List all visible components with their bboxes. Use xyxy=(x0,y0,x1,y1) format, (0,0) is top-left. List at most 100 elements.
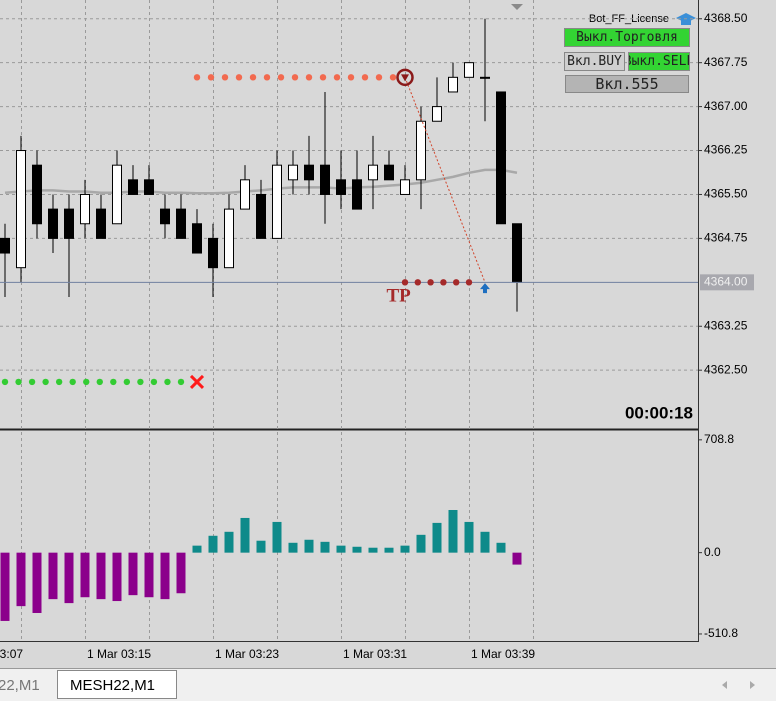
scroll-left[interactable] xyxy=(722,681,727,689)
x-tick-label: 1 Mar 03:15 xyxy=(87,647,151,661)
level-dot xyxy=(427,279,434,286)
sell-arrow xyxy=(401,74,409,82)
histogram-bar xyxy=(496,542,506,553)
y-tick-label: 4363.25 xyxy=(704,318,748,332)
buy-toggle[interactable]: Вкл.BUY xyxy=(564,52,625,71)
candle-body xyxy=(368,164,378,181)
level-dot xyxy=(453,279,460,286)
tab[interactable]: 22,M1 xyxy=(0,676,40,694)
histogram-bar xyxy=(336,545,346,553)
y-tick-label: 4362.50 xyxy=(704,362,748,376)
candle-body xyxy=(0,237,10,254)
level-dot xyxy=(319,74,327,81)
license-icon xyxy=(676,13,696,25)
level-dot xyxy=(83,378,90,386)
histogram-bar xyxy=(240,517,250,553)
candle-body xyxy=(176,208,186,239)
y-tick-label: 4367.00 xyxy=(704,99,748,113)
candle-body xyxy=(416,120,426,181)
histogram-bar xyxy=(176,552,186,594)
histogram-bar xyxy=(512,552,522,565)
candle-body xyxy=(512,223,522,283)
button-label: Выкл.Торговля xyxy=(576,30,678,45)
sell-toggle[interactable]: Выкл.SELL xyxy=(628,52,690,71)
candle-body xyxy=(384,164,394,181)
histogram-bar xyxy=(112,552,122,602)
histogram-bar xyxy=(80,552,90,598)
candle-body xyxy=(288,164,298,181)
histogram-bar xyxy=(384,547,394,553)
active-tab[interactable] xyxy=(57,670,177,699)
histogram-bar xyxy=(144,552,154,598)
level-dot xyxy=(1,378,9,386)
candle-body xyxy=(352,179,362,210)
y-tick-label: 4366.25 xyxy=(704,143,748,157)
level-dot xyxy=(110,378,117,386)
candle-body xyxy=(192,223,202,254)
trade-toggle[interactable]: Выкл.Торговля xyxy=(564,28,690,47)
candle-body xyxy=(480,76,490,79)
level-dot xyxy=(263,74,271,81)
cross-signal xyxy=(189,374,205,389)
histogram-bar xyxy=(16,552,26,607)
histogram-bar xyxy=(208,535,218,553)
button-label: Выкл.SELL xyxy=(629,54,689,69)
candle-body xyxy=(48,208,58,239)
scroll-right[interactable] xyxy=(750,681,755,689)
y-tick-label: 4367.75 xyxy=(704,55,748,69)
toggle-555[interactable]: Вкл.555 xyxy=(565,75,689,93)
histogram-bar xyxy=(160,552,170,600)
y-tick-label: 4364.75 xyxy=(704,231,748,245)
histogram-bar xyxy=(192,545,202,553)
tab[interactable]: MESH22,M1 xyxy=(70,676,156,694)
candle-body xyxy=(400,179,410,195)
level-dot xyxy=(440,279,447,286)
level-dot xyxy=(42,378,49,386)
level-dot xyxy=(414,279,421,286)
histogram-bar xyxy=(432,522,442,553)
x-tick-label: 1 Mar 03:23 xyxy=(215,647,279,661)
level-dot xyxy=(347,74,355,81)
level-dot xyxy=(137,378,144,386)
candle-body xyxy=(64,208,74,239)
level-dot xyxy=(375,74,383,81)
histogram-bar xyxy=(48,552,58,600)
license-label: Bot_FF_License xyxy=(589,13,669,25)
candle-body xyxy=(224,208,234,269)
histogram-bar xyxy=(464,521,474,553)
y-tick-label: 4368.50 xyxy=(704,11,748,25)
level-dot xyxy=(465,279,473,286)
candle-body xyxy=(112,164,122,225)
level-dot xyxy=(150,378,158,386)
y-tick-label: 4365.50 xyxy=(704,187,748,201)
candle-body xyxy=(432,106,442,122)
candle-body xyxy=(256,193,266,239)
histogram-bar xyxy=(288,542,298,553)
candle-body xyxy=(240,179,250,210)
level-dot xyxy=(177,378,185,386)
level-dot xyxy=(305,74,313,81)
histogram-bar xyxy=(224,531,234,553)
candle-body xyxy=(160,208,170,225)
level-dot xyxy=(291,74,299,81)
histogram-bar xyxy=(272,521,282,553)
level-dot xyxy=(249,74,257,81)
scroll-marker xyxy=(511,4,523,10)
level-dot xyxy=(96,378,103,386)
x-tick-label: 1 Mar 03:07 xyxy=(0,647,23,661)
y-tick-label: 708.8 xyxy=(704,432,734,446)
histogram-bar xyxy=(416,534,426,553)
level-dot xyxy=(28,378,36,386)
histogram-bar xyxy=(256,540,266,553)
histogram-bar xyxy=(352,546,362,553)
candle-body xyxy=(496,91,506,225)
histogram-bar xyxy=(320,541,330,553)
level-dot xyxy=(235,74,243,81)
candle-body xyxy=(32,164,42,225)
histogram-bar xyxy=(400,545,410,553)
button-label: Вкл.BUY xyxy=(567,54,622,69)
tp-annotation: TP xyxy=(386,285,411,306)
trade-line xyxy=(404,77,486,283)
